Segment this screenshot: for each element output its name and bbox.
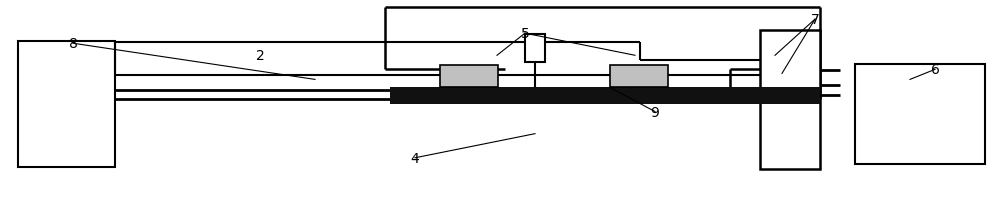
Text: 4: 4 (411, 151, 419, 165)
Text: 7: 7 (811, 13, 819, 27)
Bar (390, 88, 820, 104)
Text: 2: 2 (256, 49, 264, 63)
Bar (610, 66, 668, 88)
Bar (440, 66, 498, 88)
Bar (525, 35, 545, 63)
Bar (855, 65, 985, 164)
Text: 6: 6 (931, 63, 939, 77)
Text: 5: 5 (521, 27, 529, 41)
Text: 8: 8 (69, 37, 77, 51)
Text: 9: 9 (651, 105, 659, 119)
Bar (760, 31, 820, 169)
Bar (18, 42, 115, 167)
